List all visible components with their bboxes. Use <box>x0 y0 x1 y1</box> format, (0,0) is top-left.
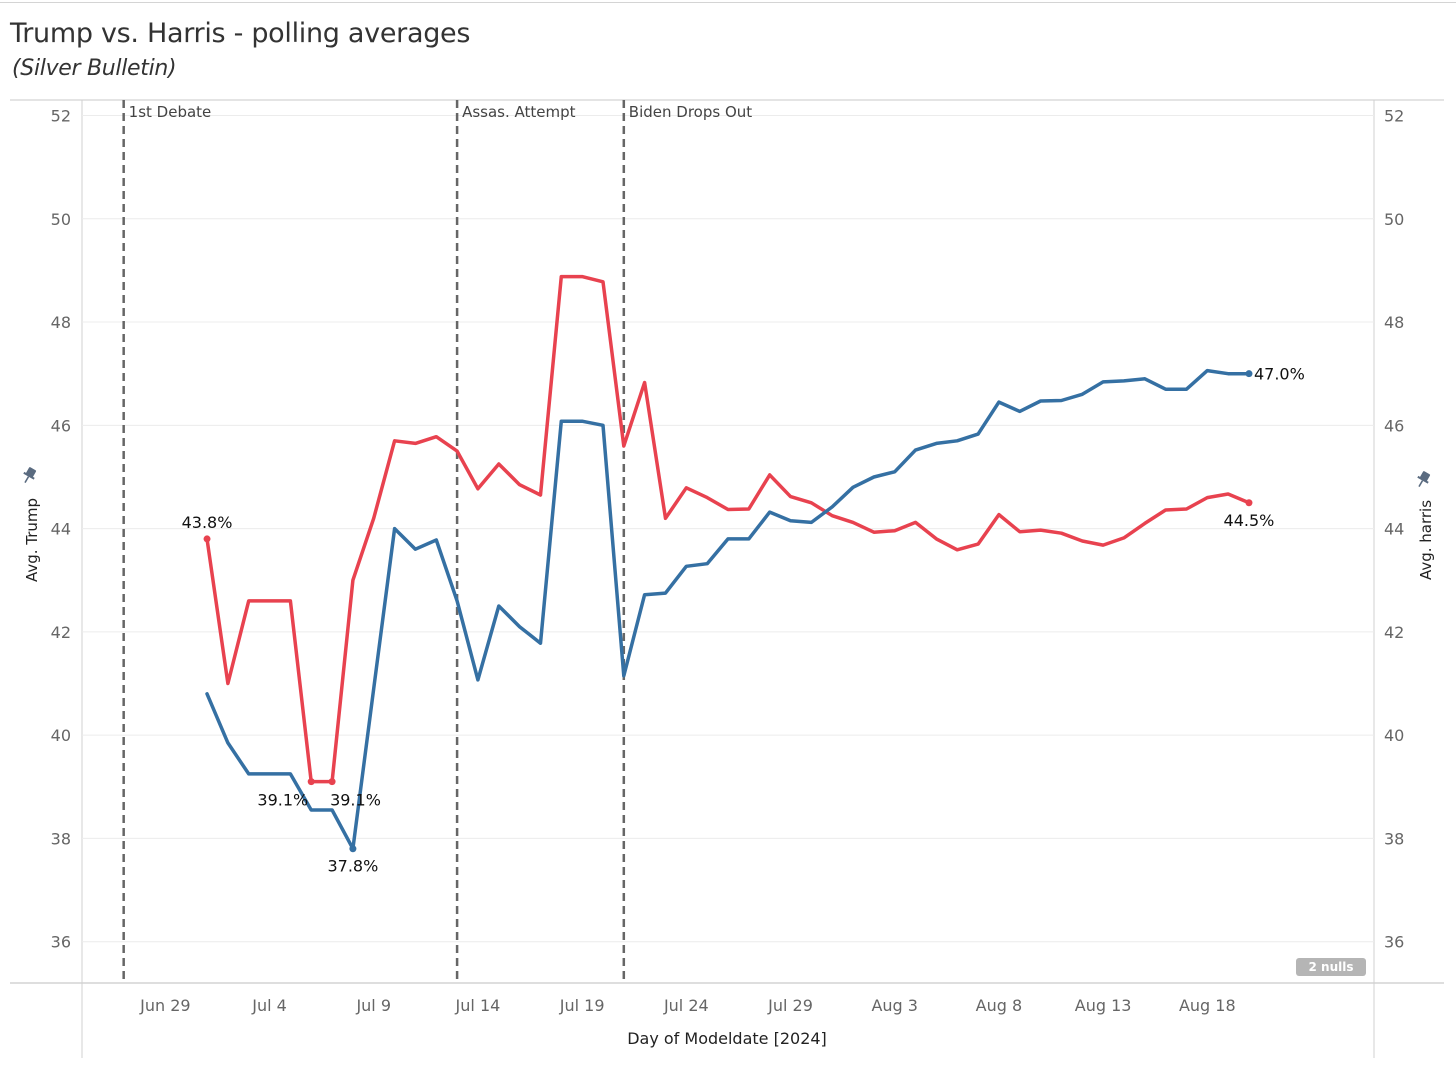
chart-subtitle: (Silver Bulletin) <box>12 56 177 81</box>
y-tick-label-left: 40 <box>51 726 71 745</box>
series-lines <box>205 274 1251 851</box>
event-markers: 1st Debate Assas. Attempt Biden Drops Out <box>122 100 752 983</box>
y-tick-label-right: 52 <box>1384 106 1404 125</box>
gridlines <box>82 114 1374 943</box>
x-tick-label: Jul 19 <box>559 996 605 1015</box>
trump-series-line <box>205 274 1251 784</box>
chart-title: Trump vs. Harris - polling averages <box>10 18 471 49</box>
y-tick-label-right: 38 <box>1384 829 1404 848</box>
data-label: 47.0% <box>1254 365 1305 384</box>
x-tick-label: Jun 29 <box>139 996 190 1015</box>
trump-point-marker <box>328 778 336 786</box>
x-tick-label: Aug 8 <box>976 996 1023 1015</box>
event-label: Assas. Attempt <box>462 103 576 121</box>
x-tick-label: Aug 13 <box>1075 996 1132 1015</box>
y-tick-label-left: 36 <box>51 933 71 952</box>
y-tick-label-left: 42 <box>51 623 71 642</box>
chart-frame <box>10 99 1444 1058</box>
x-tick-label: Jul 24 <box>663 996 709 1015</box>
y-axis-left-title: Avg. Trump <box>23 498 41 582</box>
y-axis-left: 36 38 40 42 44 46 48 50 52 <box>51 106 71 951</box>
event-label: Biden Drops Out <box>629 103 752 121</box>
y-tick-label-right: 42 <box>1384 623 1404 642</box>
y-tick-label-right: 44 <box>1384 520 1404 539</box>
y-tick-label-right: 46 <box>1384 416 1404 435</box>
y-tick-label-right: 40 <box>1384 726 1404 745</box>
x-tick-label: Aug 18 <box>1179 996 1236 1015</box>
y-axis-right: 36 38 40 42 44 46 48 50 52 <box>1384 106 1404 951</box>
y-tick-label-left: 38 <box>51 829 71 848</box>
trump-point-marker <box>203 535 211 543</box>
data-label: 43.8% <box>182 513 233 532</box>
y-tick-label-left: 52 <box>51 106 71 125</box>
trump-point-marker <box>307 778 315 786</box>
x-axis: Jun 29 Jul 4 Jul 9 Jul 14 Jul 19 Jul 24 Jul 29… <box>139 996 1236 1015</box>
x-tick-label: Jul 4 <box>251 996 287 1015</box>
x-tick-label: Jul 14 <box>455 996 501 1015</box>
pin-icon-right[interactable] <box>1414 470 1432 490</box>
y-tick-label-right: 50 <box>1384 210 1404 229</box>
x-tick-label: Aug 3 <box>871 996 918 1015</box>
top-border <box>0 2 1456 3</box>
harris-point-marker <box>349 845 357 853</box>
harris-point-marker <box>1245 370 1253 378</box>
event-label: 1st Debate <box>129 103 212 121</box>
y-tick-label-right: 48 <box>1384 313 1404 332</box>
x-axis-title: Day of Modeldate [2024] <box>627 1029 827 1048</box>
y-tick-label-left: 50 <box>51 210 71 229</box>
harris-series-line <box>205 368 1251 851</box>
nulls-badge[interactable]: 2 nulls <box>1296 958 1366 976</box>
x-tick-label: Jul 9 <box>355 996 391 1015</box>
data-label: 39.1% <box>330 791 381 810</box>
data-label: 39.1% <box>257 791 308 810</box>
y-tick-label-right: 36 <box>1384 933 1404 952</box>
data-labels: 43.8% 39.1% 39.1% 37.8% 47.0% 44.5% <box>182 365 1305 876</box>
y-tick-label-left: 44 <box>51 520 71 539</box>
data-label: 44.5% <box>1224 511 1275 530</box>
y-tick-label-left: 48 <box>51 313 71 332</box>
trump-point-marker <box>1245 499 1253 507</box>
y-axis-right-title: Avg. harris <box>1417 500 1435 580</box>
data-label: 37.8% <box>327 857 378 876</box>
y-tick-label-left: 46 <box>51 416 71 435</box>
pin-icon-left[interactable] <box>20 466 38 486</box>
x-tick-label: Jul 29 <box>767 996 813 1015</box>
